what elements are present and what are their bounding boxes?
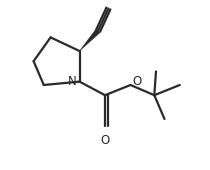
Text: O: O: [100, 134, 110, 147]
Polygon shape: [80, 29, 100, 51]
Text: O: O: [133, 75, 142, 88]
Text: N: N: [68, 75, 77, 88]
